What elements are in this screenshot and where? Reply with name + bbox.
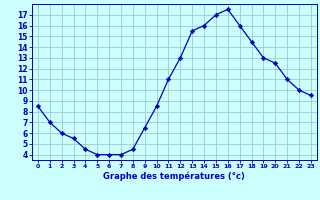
X-axis label: Graphe des températures (°c): Graphe des températures (°c) (103, 172, 245, 181)
